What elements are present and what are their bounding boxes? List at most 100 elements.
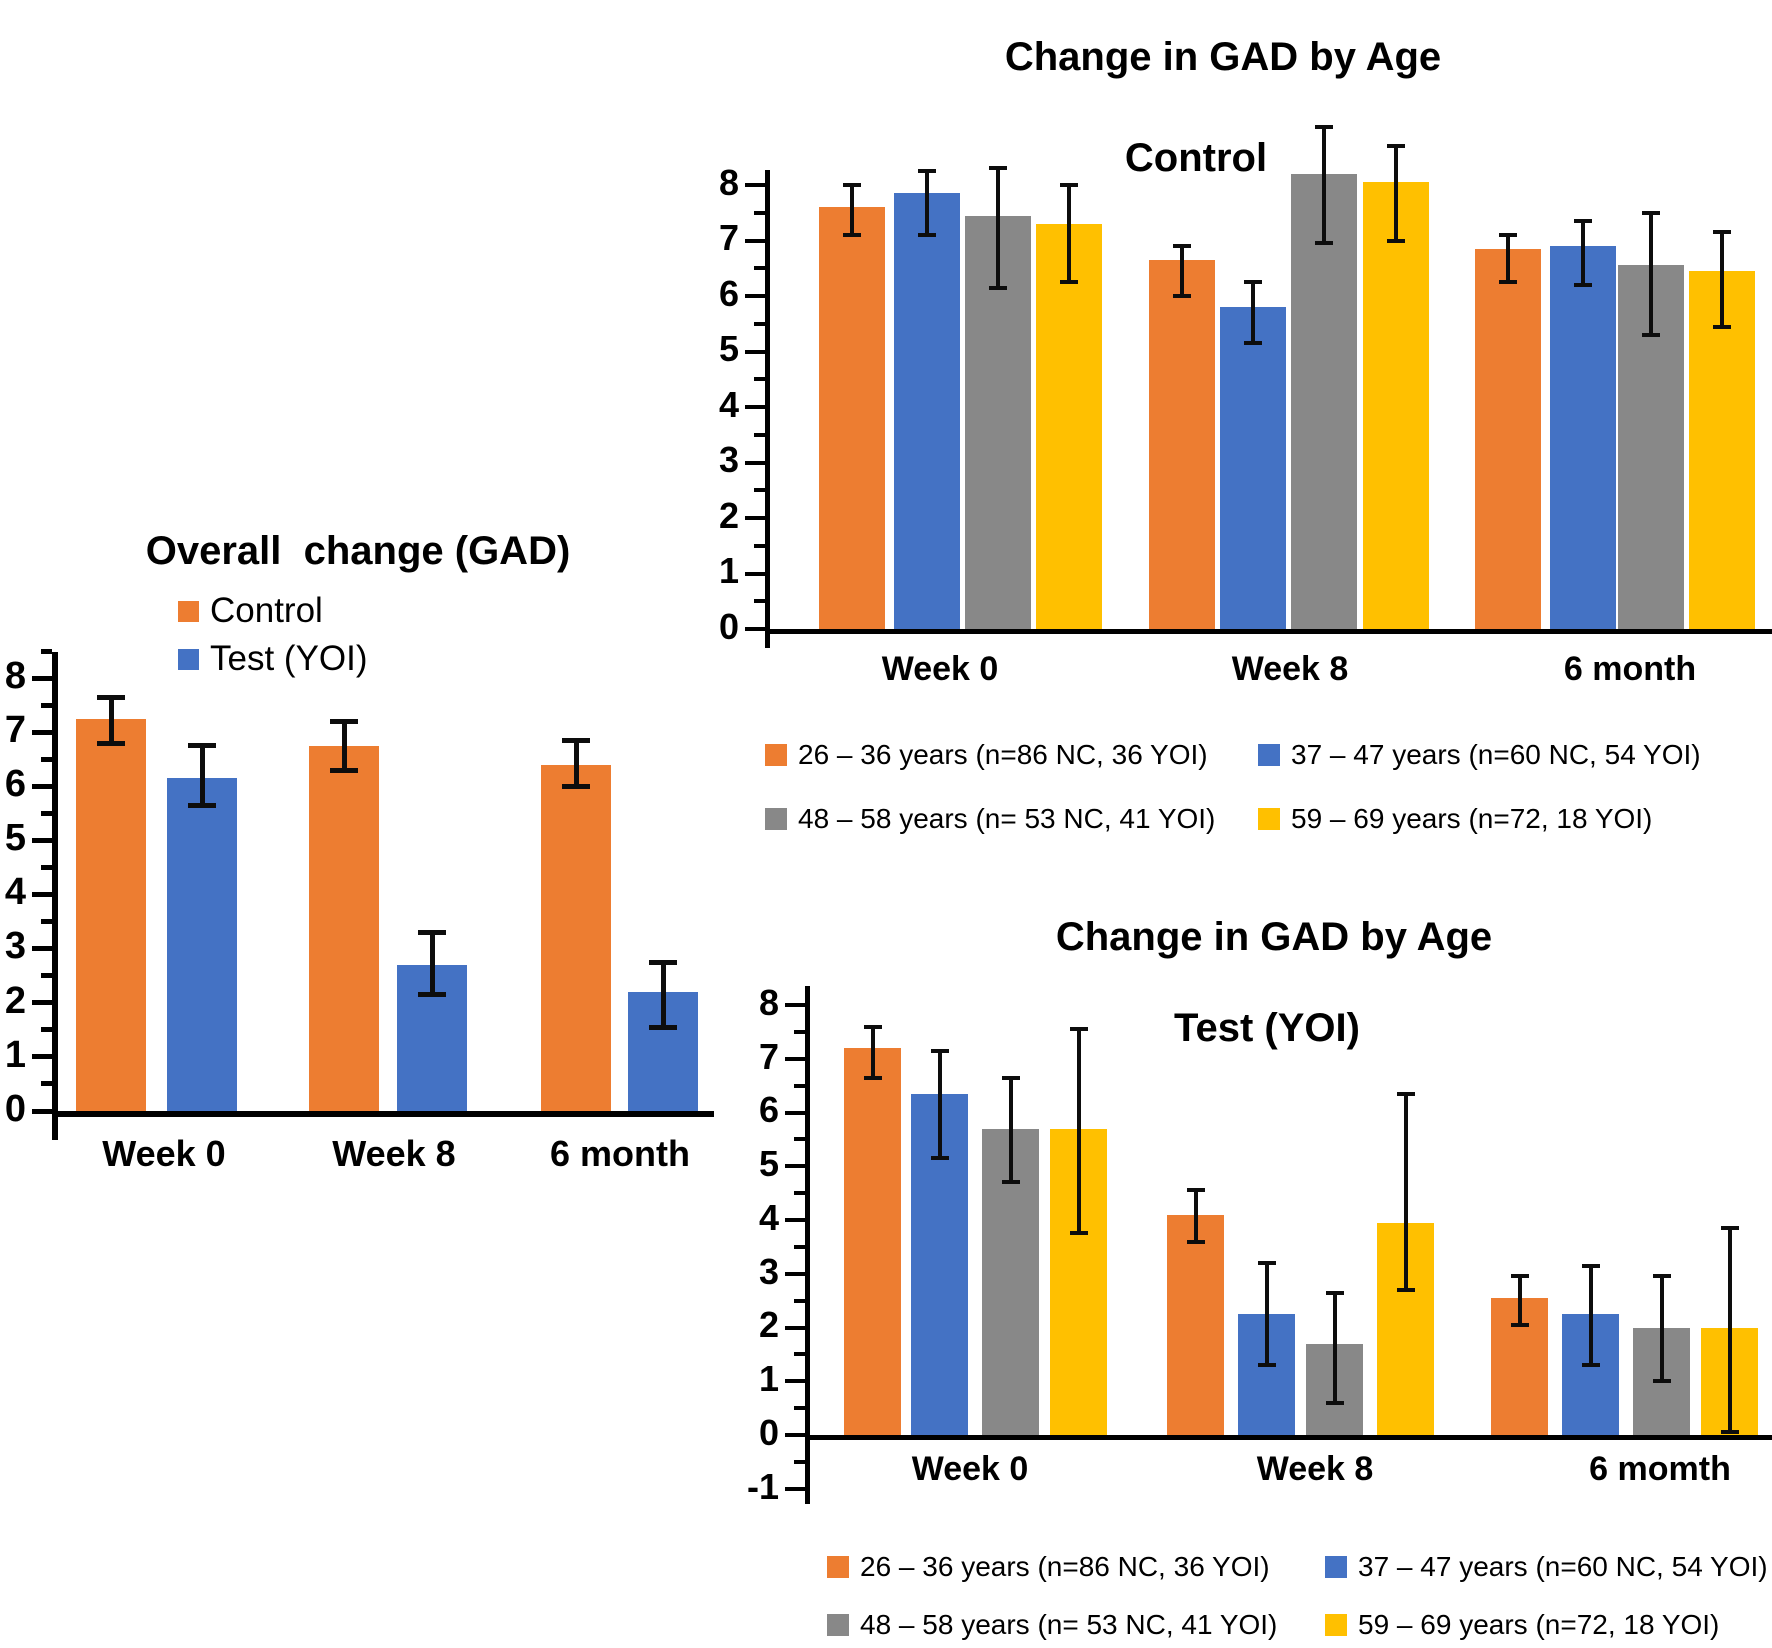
y-axis-label: 5 (758, 1143, 779, 1185)
y-axis-minor-tick (41, 810, 52, 816)
y-axis-label: 6 (758, 1089, 779, 1131)
legend-item: 59 – 69 years (n=72, 18 YOI) (1258, 803, 1652, 835)
y-axis-minor-tick (41, 865, 52, 871)
y-axis-label: 2 (758, 1304, 779, 1346)
y-axis-major-tick (785, 1110, 805, 1115)
error-bar-line (1067, 185, 1071, 283)
x-axis-label: 6 month (550, 1133, 690, 1174)
error-bar-top-cap (1720, 1226, 1739, 1231)
legend-swatch-orange (178, 600, 199, 622)
error-bar-top-cap (1001, 1075, 1020, 1080)
bar-yellow-2 (1689, 271, 1755, 629)
y-axis-major-tick (785, 1379, 805, 1384)
y-axis-label: 8 (4, 654, 26, 697)
error-bar-line (1649, 212, 1653, 335)
bar-orange-0 (76, 718, 146, 1111)
legend-item: Control (178, 591, 323, 631)
error-bar-bottom-cap (188, 802, 216, 808)
y-axis-major-tick (785, 1164, 805, 1169)
x-axis-label: Week 0 (102, 1133, 226, 1174)
legend-swatch-blue (1258, 744, 1280, 767)
error-bar-line (1506, 234, 1510, 283)
y-axis-major-tick (745, 460, 765, 465)
y-axis-major-tick (32, 838, 52, 843)
legend-item: 37 – 47 years (n=60 NC, 54 YOI) (1325, 1551, 1768, 1583)
error-bar-top-cap (1244, 280, 1262, 285)
error-bar-top-cap (1069, 1027, 1088, 1032)
error-bar-line (1581, 221, 1585, 285)
error-bar-bottom-cap (1396, 1287, 1415, 1292)
error-bar-line (1251, 282, 1255, 344)
legend-item: 48 – 58 years (n= 53 NC, 41 YOI) (765, 803, 1215, 835)
y-axis-major-tick (32, 946, 52, 952)
error-bar-bottom-cap (1173, 294, 1191, 298)
error-bar-top-cap (97, 694, 125, 700)
legend-label: 59 – 69 years (n=72, 18 YOI) (1358, 1609, 1720, 1640)
error-bar-line (1588, 1265, 1593, 1366)
y-axis-minor-tick (754, 599, 765, 604)
error-bar-line (850, 185, 854, 235)
y-axis-label: 6 (4, 763, 26, 806)
y-axis-minor-tick (41, 756, 52, 762)
bar-orange-2 (1475, 248, 1541, 629)
error-bar-line (1264, 1263, 1269, 1366)
legend-label: 26 – 36 years (n=86 NC, 36 YOI) (798, 739, 1208, 770)
y-axis-minor-tick (794, 1459, 805, 1464)
legend-item: 26 – 36 years (n=86 NC, 36 YOI) (765, 739, 1208, 771)
error-bar-bottom-cap (989, 285, 1007, 290)
y-axis-label: 4 (718, 383, 739, 425)
error-bar-bottom-cap (1387, 238, 1405, 243)
chart-title: Change in GAD by Age (1004, 35, 1442, 80)
bar-orange-0 (844, 1048, 901, 1435)
legend-swatch-yellow (1258, 808, 1280, 831)
error-bar-bottom-cap (418, 992, 446, 998)
error-bar-line (1720, 232, 1724, 327)
chart-subtitle: Control (1124, 136, 1268, 180)
legend-item: 48 – 58 years (n= 53 NC, 41 YOI) (827, 1609, 1278, 1641)
error-bar-bottom-cap (863, 1075, 882, 1080)
legend-swatch-orange (827, 1556, 849, 1579)
error-bar-line (1008, 1077, 1013, 1183)
error-bar-top-cap (1713, 230, 1731, 235)
error-bar-top-cap (863, 1024, 882, 1029)
legend-item: Test (YOI) (178, 639, 368, 679)
legend-label: 48 – 58 years (n= 53 NC, 41 YOI) (860, 1609, 1278, 1640)
y-axis-major-tick (745, 405, 765, 409)
y-axis-major-tick (785, 1218, 805, 1222)
bar-yellow-0 (1036, 223, 1102, 629)
bar-blue-2 (1550, 246, 1616, 629)
y-axis-label: 1 (4, 1033, 26, 1076)
legend-item: 26 – 36 years (n=86 NC, 36 YOI) (827, 1551, 1270, 1583)
y-axis-minor-tick (754, 377, 765, 382)
x-axis-label: Week 8 (1256, 1450, 1374, 1488)
error-bar-top-cap (843, 183, 861, 187)
error-bar-line (429, 932, 435, 995)
y-axis-minor-tick (754, 488, 765, 493)
y-axis-minor-tick (41, 1081, 52, 1087)
y-axis-major-tick (785, 1433, 805, 1437)
error-bar-top-cap (1387, 144, 1405, 149)
x-axis-label: Week 8 (1231, 650, 1349, 688)
error-bar-top-cap (1315, 124, 1333, 129)
y-axis-major-tick (745, 349, 765, 354)
error-bar-bottom-cap (918, 232, 936, 237)
y-axis-label: 8 (758, 981, 779, 1023)
error-bar-bottom-cap (1574, 282, 1592, 287)
y-axis-label: 7 (758, 1035, 779, 1077)
legend-swatch-orange (765, 744, 787, 767)
error-bar-bottom-cap (649, 1024, 677, 1030)
bar-orange-1 (1167, 1214, 1224, 1435)
y-axis-label: 6 (718, 272, 739, 314)
y-axis-major-tick (745, 183, 765, 187)
error-bar-bottom-cap (1581, 1363, 1600, 1368)
error-bar-top-cap (1060, 183, 1078, 187)
legend-label: Control (210, 591, 323, 630)
error-bar-line (573, 740, 579, 787)
error-bar-top-cap (1499, 232, 1517, 237)
legend-item: 37 – 47 years (n=60 NC, 54 YOI) (1258, 739, 1701, 771)
bar-blue-0 (894, 193, 960, 629)
y-axis-line (805, 986, 810, 1504)
y-axis-label: 2 (718, 494, 739, 536)
y-axis-minor-tick (794, 1191, 805, 1196)
